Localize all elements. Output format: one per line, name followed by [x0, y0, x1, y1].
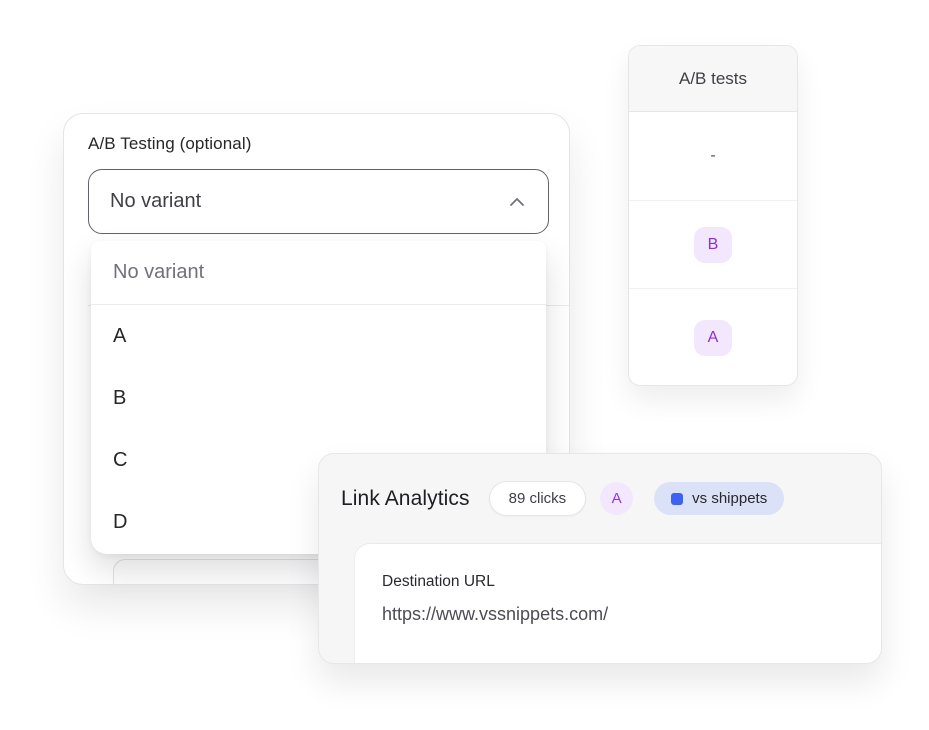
dropdown-option-b[interactable]: B — [113, 386, 127, 409]
destination-url-label: Destination URL — [382, 573, 495, 590]
dropdown-option-d[interactable]: D — [113, 510, 128, 533]
variant-badge-a: A — [694, 319, 732, 356]
ab-testing-label: A/B Testing (optional) — [88, 134, 252, 153]
compare-badge: vs shippets — [654, 482, 785, 515]
link-analytics-header: Link Analytics 89 clicks A vs shippets — [319, 454, 881, 543]
blue-square-icon — [671, 492, 684, 505]
variant-badge-b: B — [694, 226, 732, 263]
table-row: A — [629, 289, 797, 385]
ab-tests-card: A/B tests - B A — [628, 45, 798, 386]
variant-select[interactable]: No variant — [88, 169, 549, 234]
chevron-up-icon — [508, 196, 526, 208]
variant-badge: A — [600, 482, 634, 515]
link-analytics-title: Link Analytics — [341, 486, 470, 510]
table-row: - — [629, 112, 797, 201]
clicks-count-badge: 89 clicks — [488, 481, 587, 516]
dropdown-option-c[interactable]: C — [113, 448, 128, 471]
table-row: B — [629, 201, 797, 289]
destination-url-value: https://www.vssnippets.com/ — [382, 604, 609, 624]
variant-select-value: No variant — [110, 190, 202, 212]
destination-panel: Destination URL https://www.vssnippets.c… — [354, 543, 881, 663]
empty-variant-cell: - — [710, 147, 716, 164]
link-analytics-card: Link Analytics 89 clicks A vs shippets D… — [318, 453, 882, 664]
dropdown-option-a[interactable]: A — [113, 324, 127, 347]
compare-badge-label: vs shippets — [692, 490, 768, 507]
dropdown-option-no-variant[interactable]: No variant — [91, 241, 546, 305]
ab-tests-header: A/B tests — [629, 46, 797, 112]
ab-testing-card: A/B Testing (optional) No variant No var… — [63, 113, 570, 585]
